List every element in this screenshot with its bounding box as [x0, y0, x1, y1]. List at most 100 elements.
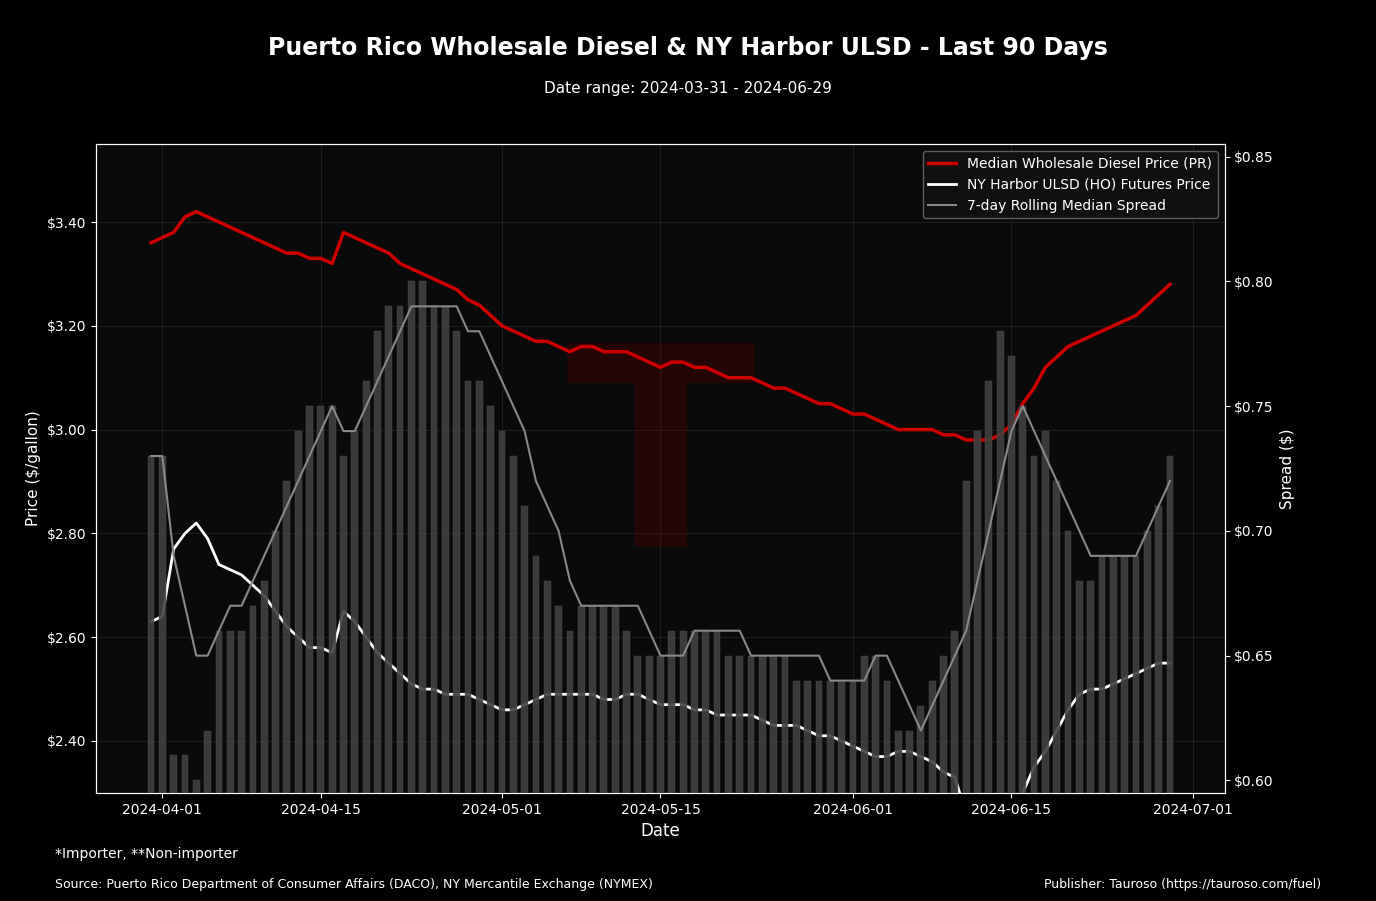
Bar — [747, 656, 754, 901]
Bar — [872, 656, 879, 901]
Bar — [318, 406, 325, 901]
Bar — [996, 332, 1003, 901]
Bar — [578, 605, 585, 901]
Bar — [634, 656, 641, 901]
Bar — [385, 306, 392, 901]
Bar — [510, 456, 517, 901]
Bar — [147, 456, 154, 901]
Bar — [555, 605, 561, 901]
Bar — [329, 406, 336, 901]
Bar — [816, 680, 823, 901]
Bar — [171, 755, 178, 901]
Bar — [645, 656, 652, 901]
Bar — [985, 381, 992, 901]
Bar — [420, 281, 427, 901]
Bar — [760, 656, 766, 901]
Bar — [1121, 556, 1128, 901]
Bar — [1143, 531, 1150, 901]
Bar — [793, 680, 799, 901]
Bar — [1020, 406, 1026, 901]
Bar — [363, 381, 370, 901]
Bar — [804, 680, 810, 901]
Bar — [476, 381, 483, 901]
Bar — [589, 605, 596, 901]
Bar — [522, 506, 528, 901]
Bar — [249, 605, 256, 901]
Bar — [623, 631, 630, 901]
Text: T: T — [566, 333, 755, 604]
Bar — [940, 656, 947, 901]
Y-axis label: Price ($/gallon): Price ($/gallon) — [26, 411, 41, 526]
Bar — [442, 306, 449, 901]
Legend: Median Wholesale Diesel Price (PR), NY Harbor ULSD (HO) Futures Price, 7-day Rol: Median Wholesale Diesel Price (PR), NY H… — [923, 151, 1218, 218]
Bar — [1132, 556, 1139, 901]
Bar — [431, 306, 438, 901]
Text: Source: Puerto Rico Department of Consumer Affairs (DACO), NY Mercantile Exchang: Source: Puerto Rico Department of Consum… — [55, 878, 654, 891]
Bar — [918, 705, 925, 901]
Bar — [465, 381, 472, 901]
Bar — [1042, 431, 1049, 901]
Bar — [907, 731, 912, 901]
Bar — [305, 406, 312, 901]
Bar — [838, 680, 845, 901]
Bar — [227, 631, 234, 901]
Bar — [261, 581, 267, 901]
Bar — [182, 755, 189, 901]
Bar — [396, 306, 403, 901]
Bar — [351, 431, 358, 901]
Bar — [453, 332, 460, 901]
Text: Date range: 2024-03-31 - 2024-06-29: Date range: 2024-03-31 - 2024-06-29 — [544, 81, 832, 96]
Bar — [849, 680, 856, 901]
Bar — [894, 731, 901, 901]
Bar — [487, 406, 494, 901]
Bar — [409, 281, 414, 901]
Bar — [680, 631, 687, 901]
Bar — [1009, 356, 1015, 901]
Bar — [283, 481, 290, 901]
Bar — [340, 456, 347, 901]
Bar — [1098, 556, 1105, 901]
X-axis label: Date: Date — [641, 822, 680, 840]
Bar — [238, 631, 245, 901]
Bar — [963, 481, 970, 901]
Bar — [1076, 581, 1083, 901]
Bar — [771, 656, 777, 901]
Bar — [193, 780, 200, 901]
Bar — [204, 731, 211, 901]
Bar — [272, 531, 279, 901]
Y-axis label: Spread ($): Spread ($) — [1280, 428, 1295, 509]
Bar — [736, 656, 743, 901]
Bar — [974, 431, 981, 901]
Bar — [883, 680, 890, 901]
Bar — [160, 456, 165, 901]
Bar — [1087, 581, 1094, 901]
Bar — [1054, 481, 1060, 901]
Bar — [1065, 531, 1072, 901]
Bar — [1031, 456, 1038, 901]
Bar — [691, 631, 698, 901]
Bar — [498, 431, 505, 901]
Bar — [374, 332, 381, 901]
Bar — [600, 605, 607, 901]
Text: *Importer, **Non-importer: *Importer, **Non-importer — [55, 847, 238, 861]
Bar — [827, 680, 834, 901]
Bar — [533, 556, 539, 901]
Bar — [714, 631, 721, 901]
Bar — [1156, 506, 1161, 901]
Bar — [294, 431, 301, 901]
Bar — [544, 581, 550, 901]
Bar — [929, 680, 936, 901]
Bar — [861, 656, 868, 901]
Bar — [702, 631, 709, 901]
Bar — [1110, 556, 1117, 901]
Bar — [1167, 456, 1174, 901]
Bar — [216, 631, 223, 901]
Bar — [658, 656, 663, 901]
Bar — [612, 605, 619, 901]
Bar — [567, 631, 574, 901]
Text: Publisher: Tauroso (https://tauroso.com/fuel): Publisher: Tauroso (https://tauroso.com/… — [1044, 878, 1321, 891]
Text: Puerto Rico Wholesale Diesel & NY Harbor ULSD - Last 90 Days: Puerto Rico Wholesale Diesel & NY Harbor… — [268, 36, 1108, 60]
Bar — [725, 656, 732, 901]
Bar — [951, 631, 958, 901]
Bar — [782, 656, 788, 901]
